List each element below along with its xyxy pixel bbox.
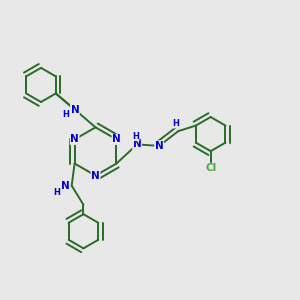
Text: N: N bbox=[112, 134, 121, 144]
Text: N: N bbox=[91, 171, 100, 181]
Text: N: N bbox=[155, 141, 164, 151]
Text: N: N bbox=[70, 105, 79, 115]
Text: Cl: Cl bbox=[205, 163, 216, 173]
Text: H: H bbox=[172, 119, 179, 128]
Text: H: H bbox=[62, 110, 69, 119]
Text: H: H bbox=[53, 188, 60, 196]
Text: N: N bbox=[133, 140, 141, 149]
Text: N: N bbox=[70, 134, 79, 144]
Text: N: N bbox=[61, 181, 70, 190]
Text: H: H bbox=[132, 132, 139, 141]
